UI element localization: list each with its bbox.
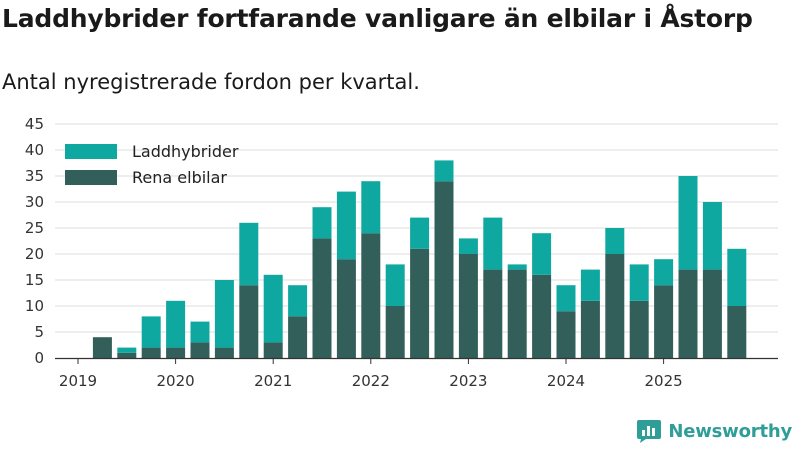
bar-rena-elbilar [141, 347, 161, 358]
bar-rena-elbilar [190, 342, 210, 358]
bar-rena-elbilar [458, 254, 478, 358]
bar-rena-elbilar [92, 337, 112, 358]
x-tick-label: 2023 [449, 372, 487, 390]
brand-logo: Newsworthy [636, 418, 792, 444]
bar-laddhybrider [556, 285, 576, 312]
bar-laddhybrider [263, 274, 283, 343]
y-tick-label: 5 [34, 323, 44, 341]
bar-laddhybrider [629, 264, 649, 301]
x-tick-label: 2020 [157, 372, 195, 390]
chart-title: Laddhybrider fortfarande vanligare än el… [2, 4, 753, 33]
bar-laddhybrider [507, 264, 527, 270]
bar-rena-elbilar [434, 181, 454, 358]
bar-rena-elbilar [336, 259, 356, 358]
bar-laddhybrider [361, 181, 381, 234]
y-tick-label: 35 [25, 167, 44, 185]
bar-rena-elbilar [629, 300, 649, 358]
bar-laddhybrider [288, 285, 308, 317]
legend-item-rena-elbilar-swatch [65, 170, 117, 185]
newsworthy-logo-icon [637, 420, 662, 443]
bar-rena-elbilar [654, 285, 674, 358]
bar-laddhybrider [458, 238, 478, 254]
bar-laddhybrider [654, 259, 674, 286]
bar-rena-elbilar [312, 238, 332, 358]
y-tick-label: 45 [25, 115, 44, 133]
bar-rena-elbilar [410, 248, 430, 358]
bar-laddhybrider [117, 347, 137, 353]
bar-laddhybrider [727, 248, 747, 306]
bar-rena-elbilar [361, 233, 381, 358]
x-tick-label: 2021 [254, 372, 292, 390]
y-tick-label: 0 [34, 349, 44, 367]
bar-laddhybrider [605, 228, 625, 254]
bar-laddhybrider [214, 280, 234, 348]
y-tick-label: 10 [25, 297, 44, 315]
x-tick-label: 2022 [352, 372, 390, 390]
bar-laddhybrider [385, 264, 405, 306]
bar-rena-elbilar [702, 269, 722, 358]
y-tick-label: 15 [25, 271, 44, 289]
bar-rena-elbilar [483, 269, 503, 358]
legend: Laddhybrider Rena elbilar [65, 142, 239, 187]
x-tick-label: 2025 [645, 372, 683, 390]
legend-item-laddhybrider-label: Laddhybrider [132, 142, 239, 161]
bar-laddhybrider [483, 217, 503, 270]
bar-laddhybrider [410, 217, 430, 249]
bars [92, 160, 747, 358]
x-tick-label: 2019 [59, 372, 97, 390]
bar-rena-elbilar [507, 269, 527, 358]
bar-rena-elbilar [678, 269, 698, 358]
bar-rena-elbilar [263, 342, 283, 358]
bar-rena-elbilar [166, 347, 186, 358]
bar-laddhybrider [336, 191, 356, 260]
bar-laddhybrider [434, 160, 454, 182]
bar-laddhybrider [702, 202, 722, 270]
bar-laddhybrider [239, 222, 259, 286]
bar-laddhybrider [580, 269, 600, 301]
legend-item-laddhybrider-swatch [65, 144, 117, 159]
legend-item-rena-elbilar-label: Rena elbilar [132, 168, 227, 187]
bar-rena-elbilar [385, 306, 405, 358]
bar-laddhybrider [312, 207, 332, 239]
bar-laddhybrider [190, 321, 210, 343]
chart-subtitle: Antal nyregistrerade fordon per kvartal. [2, 70, 420, 94]
bar-laddhybrider [141, 316, 161, 348]
bar-rena-elbilar [727, 306, 747, 358]
brand-name: Newsworthy [668, 420, 792, 442]
bar-rena-elbilar [580, 300, 600, 358]
bar-rena-elbilar [556, 311, 576, 358]
bar-laddhybrider [532, 233, 552, 275]
bar-rena-elbilar [214, 347, 234, 358]
bar-rena-elbilar [532, 274, 552, 358]
bar-laddhybrider [678, 176, 698, 270]
x-tick-label: 2024 [547, 372, 585, 390]
bar-rena-elbilar [239, 285, 259, 358]
bar-rena-elbilar [288, 316, 308, 358]
y-tick-label: 20 [25, 245, 44, 263]
bar-laddhybrider [166, 300, 186, 348]
y-tick-label: 25 [25, 219, 44, 237]
bar-rena-elbilar [117, 352, 137, 358]
y-tick-label: 30 [25, 193, 44, 211]
bar-rena-elbilar [605, 254, 625, 358]
y-tick-label: 40 [25, 141, 44, 159]
